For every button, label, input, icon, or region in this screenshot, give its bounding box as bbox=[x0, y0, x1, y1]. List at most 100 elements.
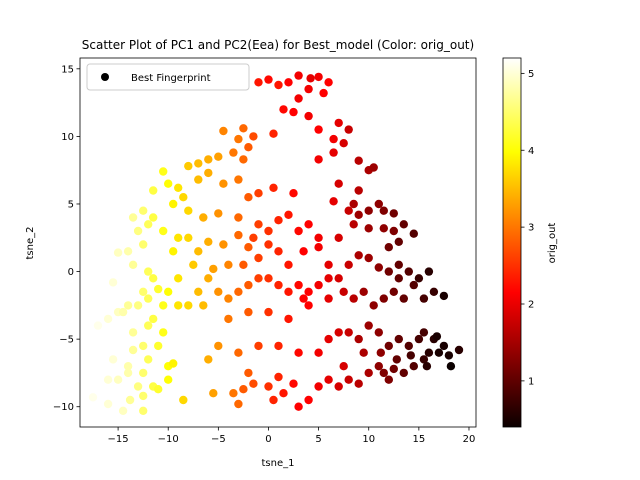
data-point bbox=[269, 183, 278, 192]
data-point bbox=[214, 287, 223, 296]
x-tick-label: −5 bbox=[211, 434, 226, 445]
x-tick-label: 15 bbox=[412, 434, 425, 445]
data-point bbox=[234, 399, 243, 409]
data-point bbox=[128, 213, 138, 222]
data-point bbox=[194, 287, 203, 296]
data-point bbox=[294, 226, 303, 236]
data-point bbox=[254, 220, 263, 229]
data-point bbox=[123, 368, 133, 378]
data-point bbox=[379, 224, 388, 233]
data-point bbox=[244, 280, 253, 290]
data-point bbox=[324, 274, 333, 283]
data-point bbox=[133, 226, 143, 236]
data-point bbox=[384, 375, 393, 384]
data-point bbox=[249, 379, 258, 388]
data-point bbox=[234, 175, 243, 184]
data-point bbox=[354, 334, 363, 344]
data-point bbox=[139, 287, 148, 296]
data-point bbox=[304, 301, 313, 310]
data-point bbox=[274, 372, 283, 382]
legend-entry-best-fingerprint: Best Fingerprint bbox=[131, 73, 211, 84]
data-point bbox=[284, 287, 293, 296]
data-point bbox=[154, 284, 163, 294]
colorbar-ticks: 1 2 3 4 5 bbox=[521, 69, 534, 387]
data-point bbox=[274, 341, 283, 351]
data-point bbox=[139, 368, 148, 378]
data-point bbox=[204, 355, 213, 364]
data-point bbox=[133, 382, 143, 391]
data-point bbox=[125, 395, 135, 405]
data-point bbox=[374, 328, 383, 337]
colorbar-tick-label: 1 bbox=[528, 376, 534, 387]
data-point bbox=[123, 362, 133, 371]
data-point bbox=[289, 107, 298, 117]
data-point bbox=[103, 399, 113, 409]
data-point bbox=[294, 71, 303, 80]
data-point bbox=[244, 243, 253, 252]
chart-title: Scatter Plot of PC1 and PC2(Eea) for Bes… bbox=[82, 38, 474, 52]
data-point bbox=[364, 253, 373, 263]
data-point bbox=[279, 389, 288, 398]
data-point bbox=[244, 193, 253, 202]
data-point bbox=[234, 348, 243, 357]
data-point bbox=[159, 167, 168, 176]
data-point bbox=[414, 334, 424, 344]
data-point bbox=[174, 233, 183, 242]
data-point bbox=[219, 240, 228, 249]
data-point bbox=[374, 199, 383, 209]
x-tick-label: 10 bbox=[362, 434, 375, 445]
data-point bbox=[379, 294, 388, 303]
data-point bbox=[123, 247, 133, 256]
data-point bbox=[439, 291, 449, 301]
data-point bbox=[159, 226, 168, 236]
data-point bbox=[149, 274, 158, 283]
data-point bbox=[229, 148, 238, 157]
colorbar: 1 2 3 4 5 orig_out bbox=[502, 57, 558, 428]
data-point bbox=[289, 189, 298, 198]
legend-box bbox=[86, 63, 250, 91]
data-point bbox=[394, 237, 403, 246]
colorbar-frame bbox=[502, 57, 522, 428]
data-point bbox=[354, 251, 363, 260]
data-point bbox=[344, 206, 353, 215]
data-point bbox=[103, 375, 113, 384]
data-point bbox=[214, 152, 223, 161]
data-point bbox=[294, 348, 303, 357]
data-point bbox=[289, 379, 298, 388]
data-point bbox=[88, 393, 98, 402]
data-point bbox=[344, 328, 353, 337]
data-point bbox=[304, 287, 313, 296]
data-point bbox=[409, 362, 418, 371]
data-point bbox=[394, 274, 403, 283]
data-point bbox=[149, 314, 158, 324]
data-point bbox=[324, 294, 333, 303]
data-point bbox=[359, 348, 368, 357]
data-point bbox=[334, 233, 343, 242]
data-point bbox=[184, 206, 193, 215]
data-point bbox=[404, 267, 413, 276]
x-axis-label: tsne_1 bbox=[262, 458, 295, 469]
data-point bbox=[349, 220, 358, 229]
data-point bbox=[304, 111, 313, 121]
data-point bbox=[239, 260, 248, 269]
data-point bbox=[389, 287, 398, 296]
data-point bbox=[329, 134, 338, 144]
data-point bbox=[334, 179, 343, 188]
data-point bbox=[113, 248, 123, 257]
data-point bbox=[384, 243, 393, 252]
colorbar-label: orig_out bbox=[547, 223, 558, 264]
y-tick-label: 5 bbox=[68, 199, 74, 210]
data-point bbox=[128, 345, 138, 355]
data-point bbox=[314, 233, 323, 242]
data-point bbox=[369, 301, 378, 310]
data-point bbox=[274, 216, 283, 225]
x-axis-ticks: −15 −10 −5 0 5 10 15 20 bbox=[108, 427, 475, 445]
data-point bbox=[354, 156, 363, 165]
data-point bbox=[164, 287, 173, 296]
data-point bbox=[269, 129, 278, 138]
x-tick-label: −15 bbox=[108, 434, 129, 445]
data-point bbox=[414, 274, 424, 283]
data-point bbox=[169, 247, 178, 256]
data-point bbox=[239, 155, 248, 164]
data-point bbox=[234, 213, 243, 222]
